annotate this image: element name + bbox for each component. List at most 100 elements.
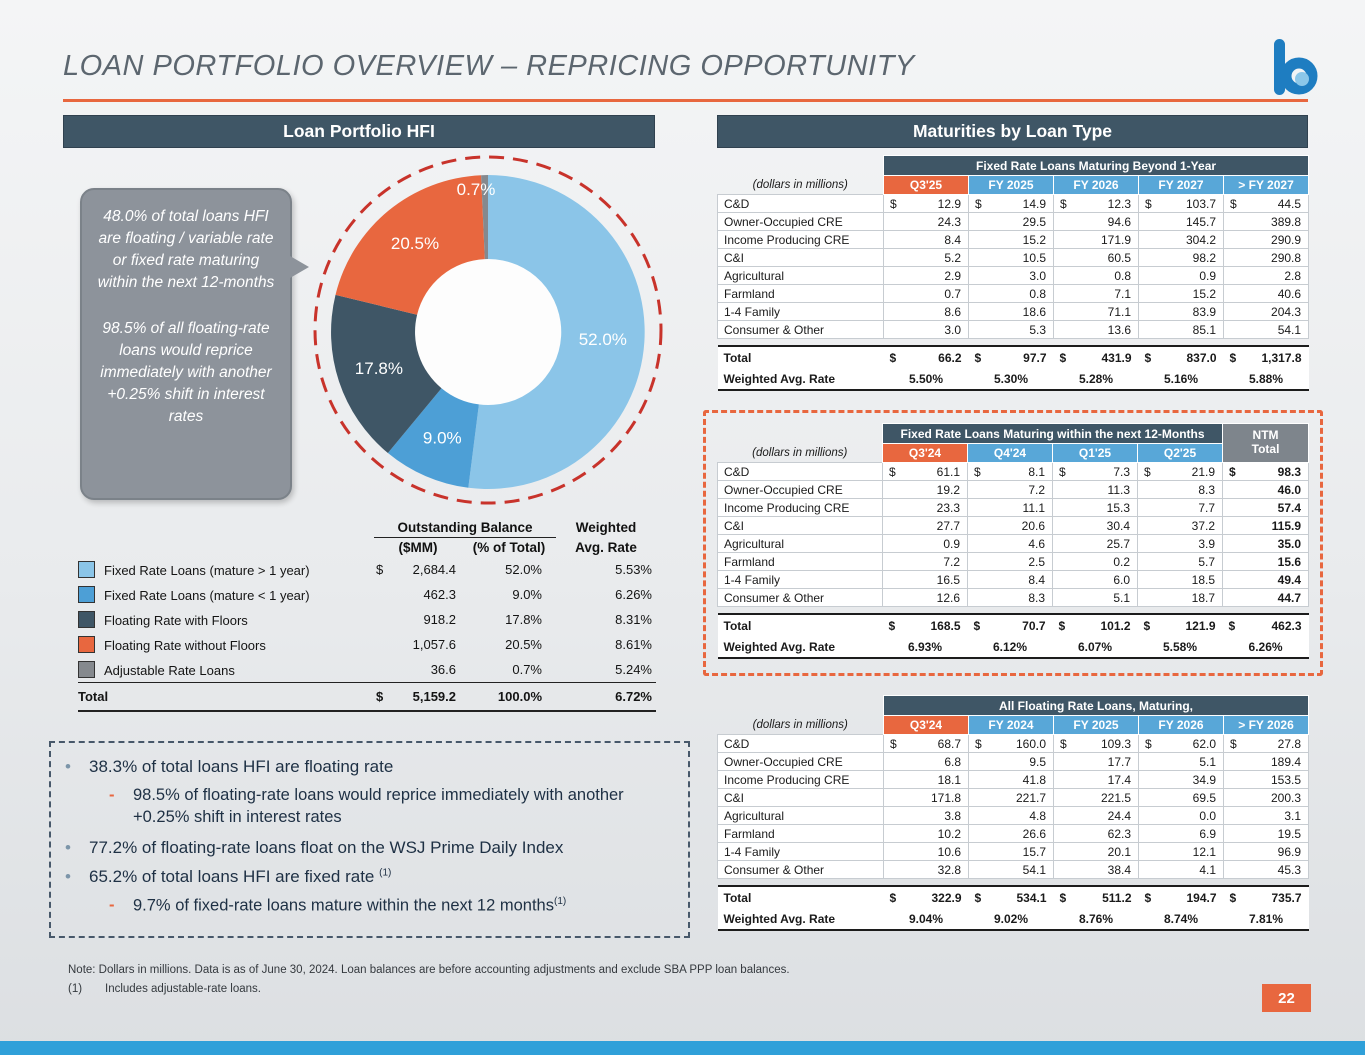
value-cell: 0.0 — [1138, 806, 1224, 825]
rate-cell: 5.58% — [1137, 636, 1223, 659]
dollar-sign: $ — [1229, 464, 1236, 479]
value-cell: 37.2 — [1136, 516, 1224, 535]
value-cell: 44.7 — [1222, 588, 1310, 607]
value-cell: 83.9 — [1138, 302, 1224, 321]
table-row: C&I 5.2 10.5 60.5 98.2 290.8 — [717, 248, 1310, 267]
table-row: Farmland 7.2 2.5 0.2 5.7 15.6 — [717, 552, 1310, 571]
page-title: LOAN PORTFOLIO OVERVIEW – REPRICING OPPO… — [63, 50, 915, 82]
legend-label: Adjustable Rate Loans — [104, 663, 235, 678]
value-cell: 60.5 — [1053, 248, 1139, 267]
rate-cell: 5.16% — [1138, 368, 1224, 391]
bullet-text: 9.7% of fixed-rate loans mature within t… — [133, 896, 567, 915]
value-cell: 5.3 — [968, 320, 1054, 339]
value-cell: 98.2 — [1138, 248, 1224, 267]
footnote-1: (1) Includes adjustable-rate loans. — [68, 983, 261, 995]
rate-cell: 9.04% — [883, 908, 969, 931]
value-cell: 11.3 — [1052, 480, 1138, 499]
legend-label: Fixed Rate Loans (mature > 1 year) — [104, 563, 310, 578]
dollar-sign: $ — [1145, 196, 1152, 211]
value-cell: 17.4 — [1053, 770, 1139, 789]
table-row: Owner-Occupied CRE 19.2 7.2 11.3 8.3 46.0 — [717, 480, 1310, 499]
rate-cell: 6.07% — [1052, 636, 1138, 659]
table-row: Owner-Occupied CRE 6.8 9.5 17.7 5.1 189.4 — [717, 752, 1310, 771]
legend-row: Floating Rate with Floors 918.2 17.8% 8.31% — [78, 607, 656, 632]
value-cell: 24.4 — [1053, 806, 1139, 825]
row-label: Agricultural — [717, 806, 884, 825]
value-cell: $431.9 — [1053, 345, 1139, 368]
row-label: C&I — [717, 788, 884, 807]
row-label: 1-4 Family — [717, 302, 884, 321]
value-cell: 290.9 — [1222, 230, 1310, 249]
row-label: Consumer & Other — [717, 588, 883, 607]
legend-swatch-1 — [78, 561, 95, 578]
rate-cell: 5.30% — [968, 368, 1054, 391]
value-cell: 10.2 — [883, 824, 969, 843]
legend-col-mm: ($MM) — [398, 540, 438, 555]
value-cell: 7.2 — [882, 552, 968, 571]
table-row: Consumer & Other 12.6 8.3 5.1 18.7 44.7 — [717, 588, 1310, 607]
value-cell: 10.5 — [968, 248, 1054, 267]
value-cell: 8.3 — [1136, 480, 1224, 499]
value-cell: 171.8 — [883, 788, 969, 807]
dollar-sign: $ — [888, 618, 896, 633]
value-cell: 145.7 — [1138, 212, 1224, 231]
value-cell: $44.5 — [1222, 194, 1310, 213]
value-cell: 200.3 — [1222, 788, 1310, 807]
value-cell: 8.3 — [967, 588, 1053, 607]
value-cell: 10.6 — [883, 842, 969, 861]
column-header: > FY 2027 — [1222, 175, 1310, 195]
legend-label: Total — [78, 689, 109, 704]
value-cell: $21.9 — [1136, 462, 1224, 481]
row-label: C&I — [717, 248, 884, 267]
maturity-table-3: All Floating Rate Loans, Maturing, (dolla… — [717, 695, 1310, 931]
bullet-item: -98.5% of floating-rate loans would repr… — [109, 785, 674, 828]
value-cell: 23.3 — [882, 498, 968, 517]
total-row: Total $168.5 $70.7 $101.2 $121.9 $462.3 — [717, 613, 1309, 636]
bullet-item: • 77.2% of floating-rate loans float on t… — [65, 837, 674, 859]
legend-row: Fixed Rate Loans (mature < 1 year) 462.3 9… — [78, 582, 656, 607]
column-header: FY 2024 — [968, 715, 1054, 735]
bullet-dash-icon: - — [109, 786, 115, 805]
dollar-sign: $ — [1228, 618, 1236, 633]
bullet-text: 77.2% of floating-rate loans float on th… — [89, 837, 564, 857]
value-cell: 0.9 — [882, 534, 968, 553]
dollar-sign: $ — [1060, 736, 1067, 751]
bottom-accent-bar — [0, 1041, 1365, 1055]
value-cell: $101.2 — [1052, 613, 1138, 636]
bullet-item: -9.7% of fixed-rate loans mature within … — [109, 895, 674, 917]
table-row: Income Producing CRE 8.4 15.2 171.9 304.2 290… — [717, 230, 1310, 249]
dollar-sign: $ — [890, 196, 897, 211]
rate-cell: 8.76% — [1053, 908, 1139, 931]
callout-paragraph-2: 98.5% of all floating-rate loans would r… — [100, 320, 272, 425]
weighted-avg-rate-row: Weighted Avg. Rate 9.04% 9.02% 8.76% 8.74% 7.… — [717, 908, 1309, 931]
table-row: C&D $12.9 $14.9 $12.3 $103.7 $44.5 — [717, 194, 1310, 213]
total-label: Total — [717, 613, 883, 636]
donut-slice-3 — [331, 294, 442, 453]
value-cell: 2.9 — [883, 266, 969, 285]
bullet-item: • 38.3% of total loans HFI are floating r… — [65, 756, 674, 778]
dollars-in-millions-label: (dollars in millions) — [752, 718, 848, 731]
value-cell: $168.5 — [882, 613, 968, 636]
left-panel-header: Loan Portfolio HFI — [63, 115, 655, 148]
dollar-sign: $ — [1059, 350, 1067, 365]
column-header: FY 2025 — [1053, 715, 1139, 735]
table-title: Fixed Rate Loans Maturing within the nex… — [881, 423, 1224, 444]
value-cell: $109.3 — [1053, 734, 1139, 753]
legend-table: Outstanding Balance Weighted ($MM) (% of… — [78, 518, 656, 712]
value-cell: $12.9 — [883, 194, 969, 213]
column-header: Q3'24 — [882, 443, 968, 463]
legend-row: Floating Rate without Floors 1,057.6 20.5%… — [78, 632, 656, 657]
key-points-box: • 38.3% of total loans HFI are floating r… — [49, 741, 690, 938]
value-cell: 96.9 — [1222, 842, 1310, 861]
value-cell: 304.2 — [1138, 230, 1224, 249]
dollar-sign: $ — [974, 350, 982, 365]
value-cell: 221.5 — [1053, 788, 1139, 807]
table-title: Fixed Rate Loans Maturing Beyond 1-Year — [882, 155, 1310, 176]
value-cell: $1,317.8 — [1223, 345, 1309, 368]
column-header: FY 2026 — [1053, 175, 1139, 195]
table-row: Owner-Occupied CRE 24.3 29.5 94.6 145.7 389.8 — [717, 212, 1310, 231]
value-cell: $837.0 — [1138, 345, 1224, 368]
dollar-sign: $ — [889, 890, 897, 905]
value-cell: 20.6 — [967, 516, 1053, 535]
dollar-sign: $ — [1144, 890, 1152, 905]
